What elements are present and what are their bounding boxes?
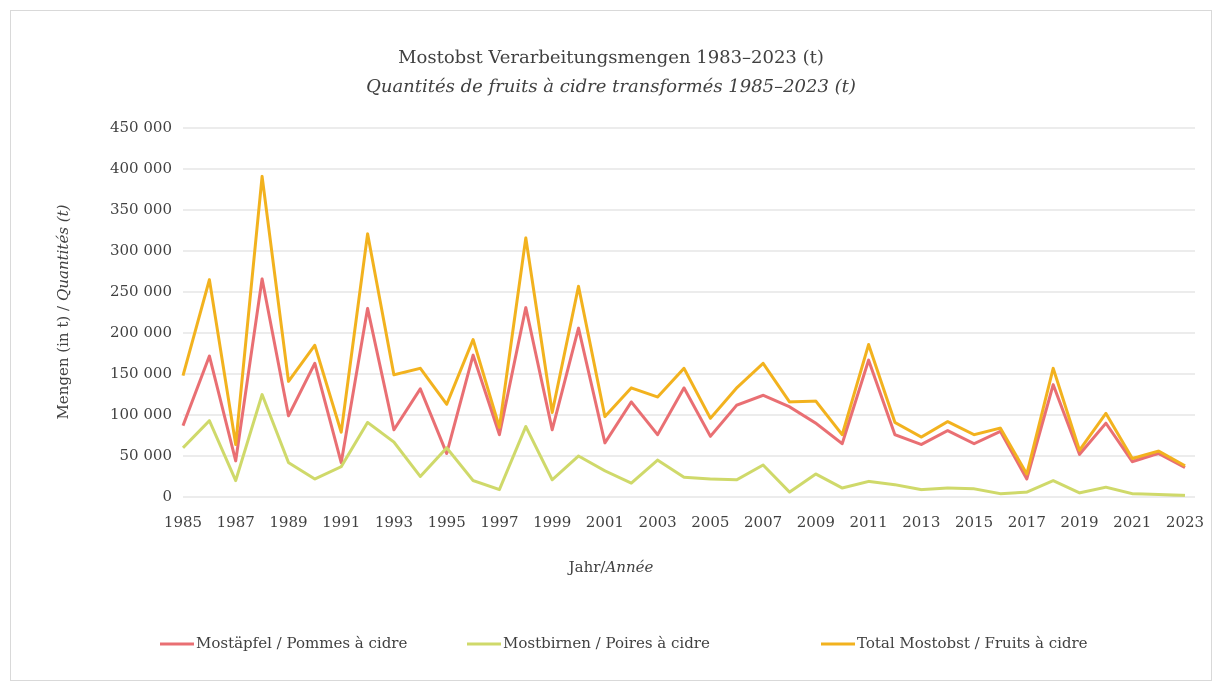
x-tick-label: 1995 [428,513,466,531]
series-line [181,393,1186,497]
legend-label: Mostbirnen / Poires à cidre [503,634,710,652]
x-tick-label: 2021 [1113,513,1151,531]
x-axis-title: Jahr/Année [567,558,654,576]
y-tick-label: 100 000 [110,405,172,423]
x-tick-label: 1991 [322,513,360,531]
x-tick-label: 1987 [217,513,255,531]
x-tick-label: 1997 [480,513,518,531]
y-tick-label: 0 [162,487,172,505]
x-axis-title-fr: Année [603,558,653,576]
x-axis-title-de: Jahr/ [567,558,607,576]
y-tick-label: 200 000 [110,323,172,341]
chart-border [10,10,1212,681]
y-tick-label: 50 000 [120,446,173,464]
y-tick-label: 450 000 [110,118,172,136]
x-tick-label: 2015 [955,513,993,531]
y-axis-title-de: Mengen (in t) / [54,305,72,420]
x-tick-label: 1989 [269,513,307,531]
x-tick-label: 1993 [375,513,413,531]
x-tick-label: 2009 [797,513,835,531]
y-tick-label: 350 000 [110,200,172,218]
x-tick-label: 2003 [639,513,677,531]
x-tick-label: 2013 [902,513,940,531]
x-tick-label: 1985 [164,513,202,531]
x-tick-label: 2001 [586,513,624,531]
series-line [181,277,1186,481]
x-tick-label: 2005 [691,513,729,531]
y-axis-title: Mengen (in t) / Quantités (t) [54,204,72,419]
x-tick-label: 2017 [1008,513,1046,531]
y-axis-title-fr: Quantités (t) [54,204,72,301]
y-tick-label: 150 000 [110,364,172,382]
x-tick-label: 1999 [533,513,571,531]
x-tick-label: 2011 [849,513,887,531]
x-tick-label: 2007 [744,513,782,531]
series-line [181,174,1186,476]
chart-subtitle: Quantités de fruits à cidre transformés … [366,76,856,97]
legend-label: Mostäpfel / Pommes à cidre [196,634,407,652]
x-tick-label: 2019 [1060,513,1098,531]
y-tick-label: 400 000 [110,159,172,177]
y-tick-label: 250 000 [110,282,172,300]
y-tick-label: 300 000 [110,241,172,259]
legend-label: Total Mostobst / Fruits à cidre [857,634,1088,652]
chart-title: Mostobst Verarbeitungsmengen 1983–2023 (… [398,47,824,68]
x-tick-label: 2023 [1166,513,1204,531]
